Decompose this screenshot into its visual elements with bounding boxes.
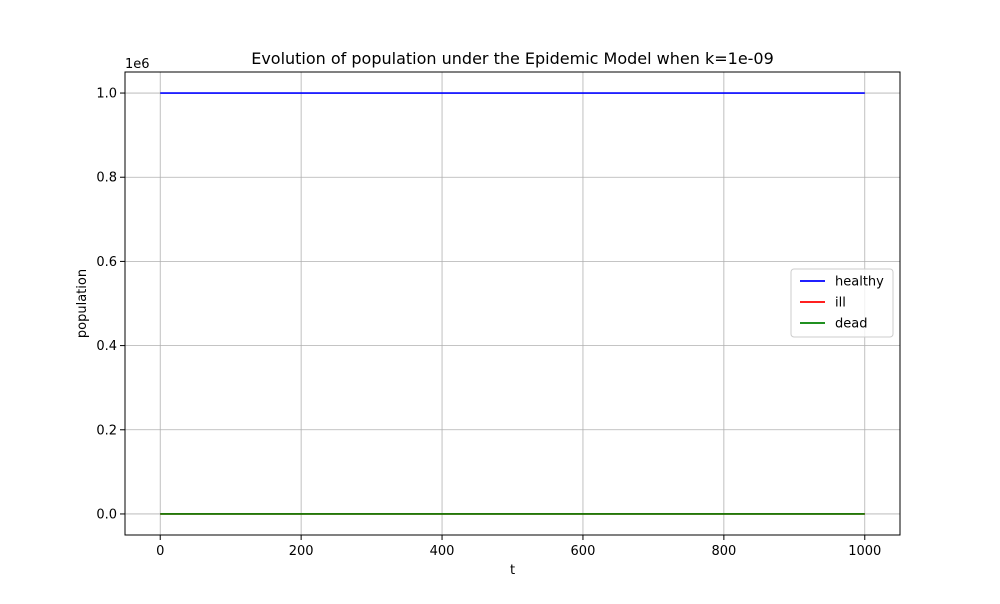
series-layer [160, 92, 865, 515]
legend-label-healthy: healthy [835, 275, 884, 290]
y-tick-label: 0.6 [96, 255, 117, 270]
y-tick-label: 0.4 [96, 339, 117, 354]
y-offset-label: 1e6 [125, 57, 150, 72]
x-tick-label: 0 [156, 544, 164, 559]
y-tick-label: 0.2 [96, 423, 117, 438]
x-tick-label: 800 [711, 544, 736, 559]
chart-title: Evolution of population under the Epidem… [251, 49, 774, 68]
x-tick-label: 400 [430, 544, 455, 559]
x-tick-label: 1000 [848, 544, 881, 559]
legend-label-dead: dead [835, 317, 867, 332]
x-tick-label: 600 [571, 544, 596, 559]
x-axis-label: t [510, 563, 515, 578]
x-tick-label: 200 [289, 544, 314, 559]
y-axis-label: population [75, 269, 90, 338]
tick-layer: 0 200 400 600 800 1000 0.0 0.2 0.4 0.6 0.8 1.0 [96, 87, 881, 559]
legend: healthy ill dead [790, 268, 894, 338]
legend-box [790, 268, 894, 338]
legend-items: healthy ill dead [800, 275, 884, 332]
y-tick-label: 0.0 [96, 507, 117, 522]
y-tick-label: 1.0 [96, 87, 117, 102]
plot-frame [124, 71, 901, 536]
legend-label-ill: ill [835, 296, 846, 311]
y-tick-label: 0.8 [96, 171, 117, 186]
